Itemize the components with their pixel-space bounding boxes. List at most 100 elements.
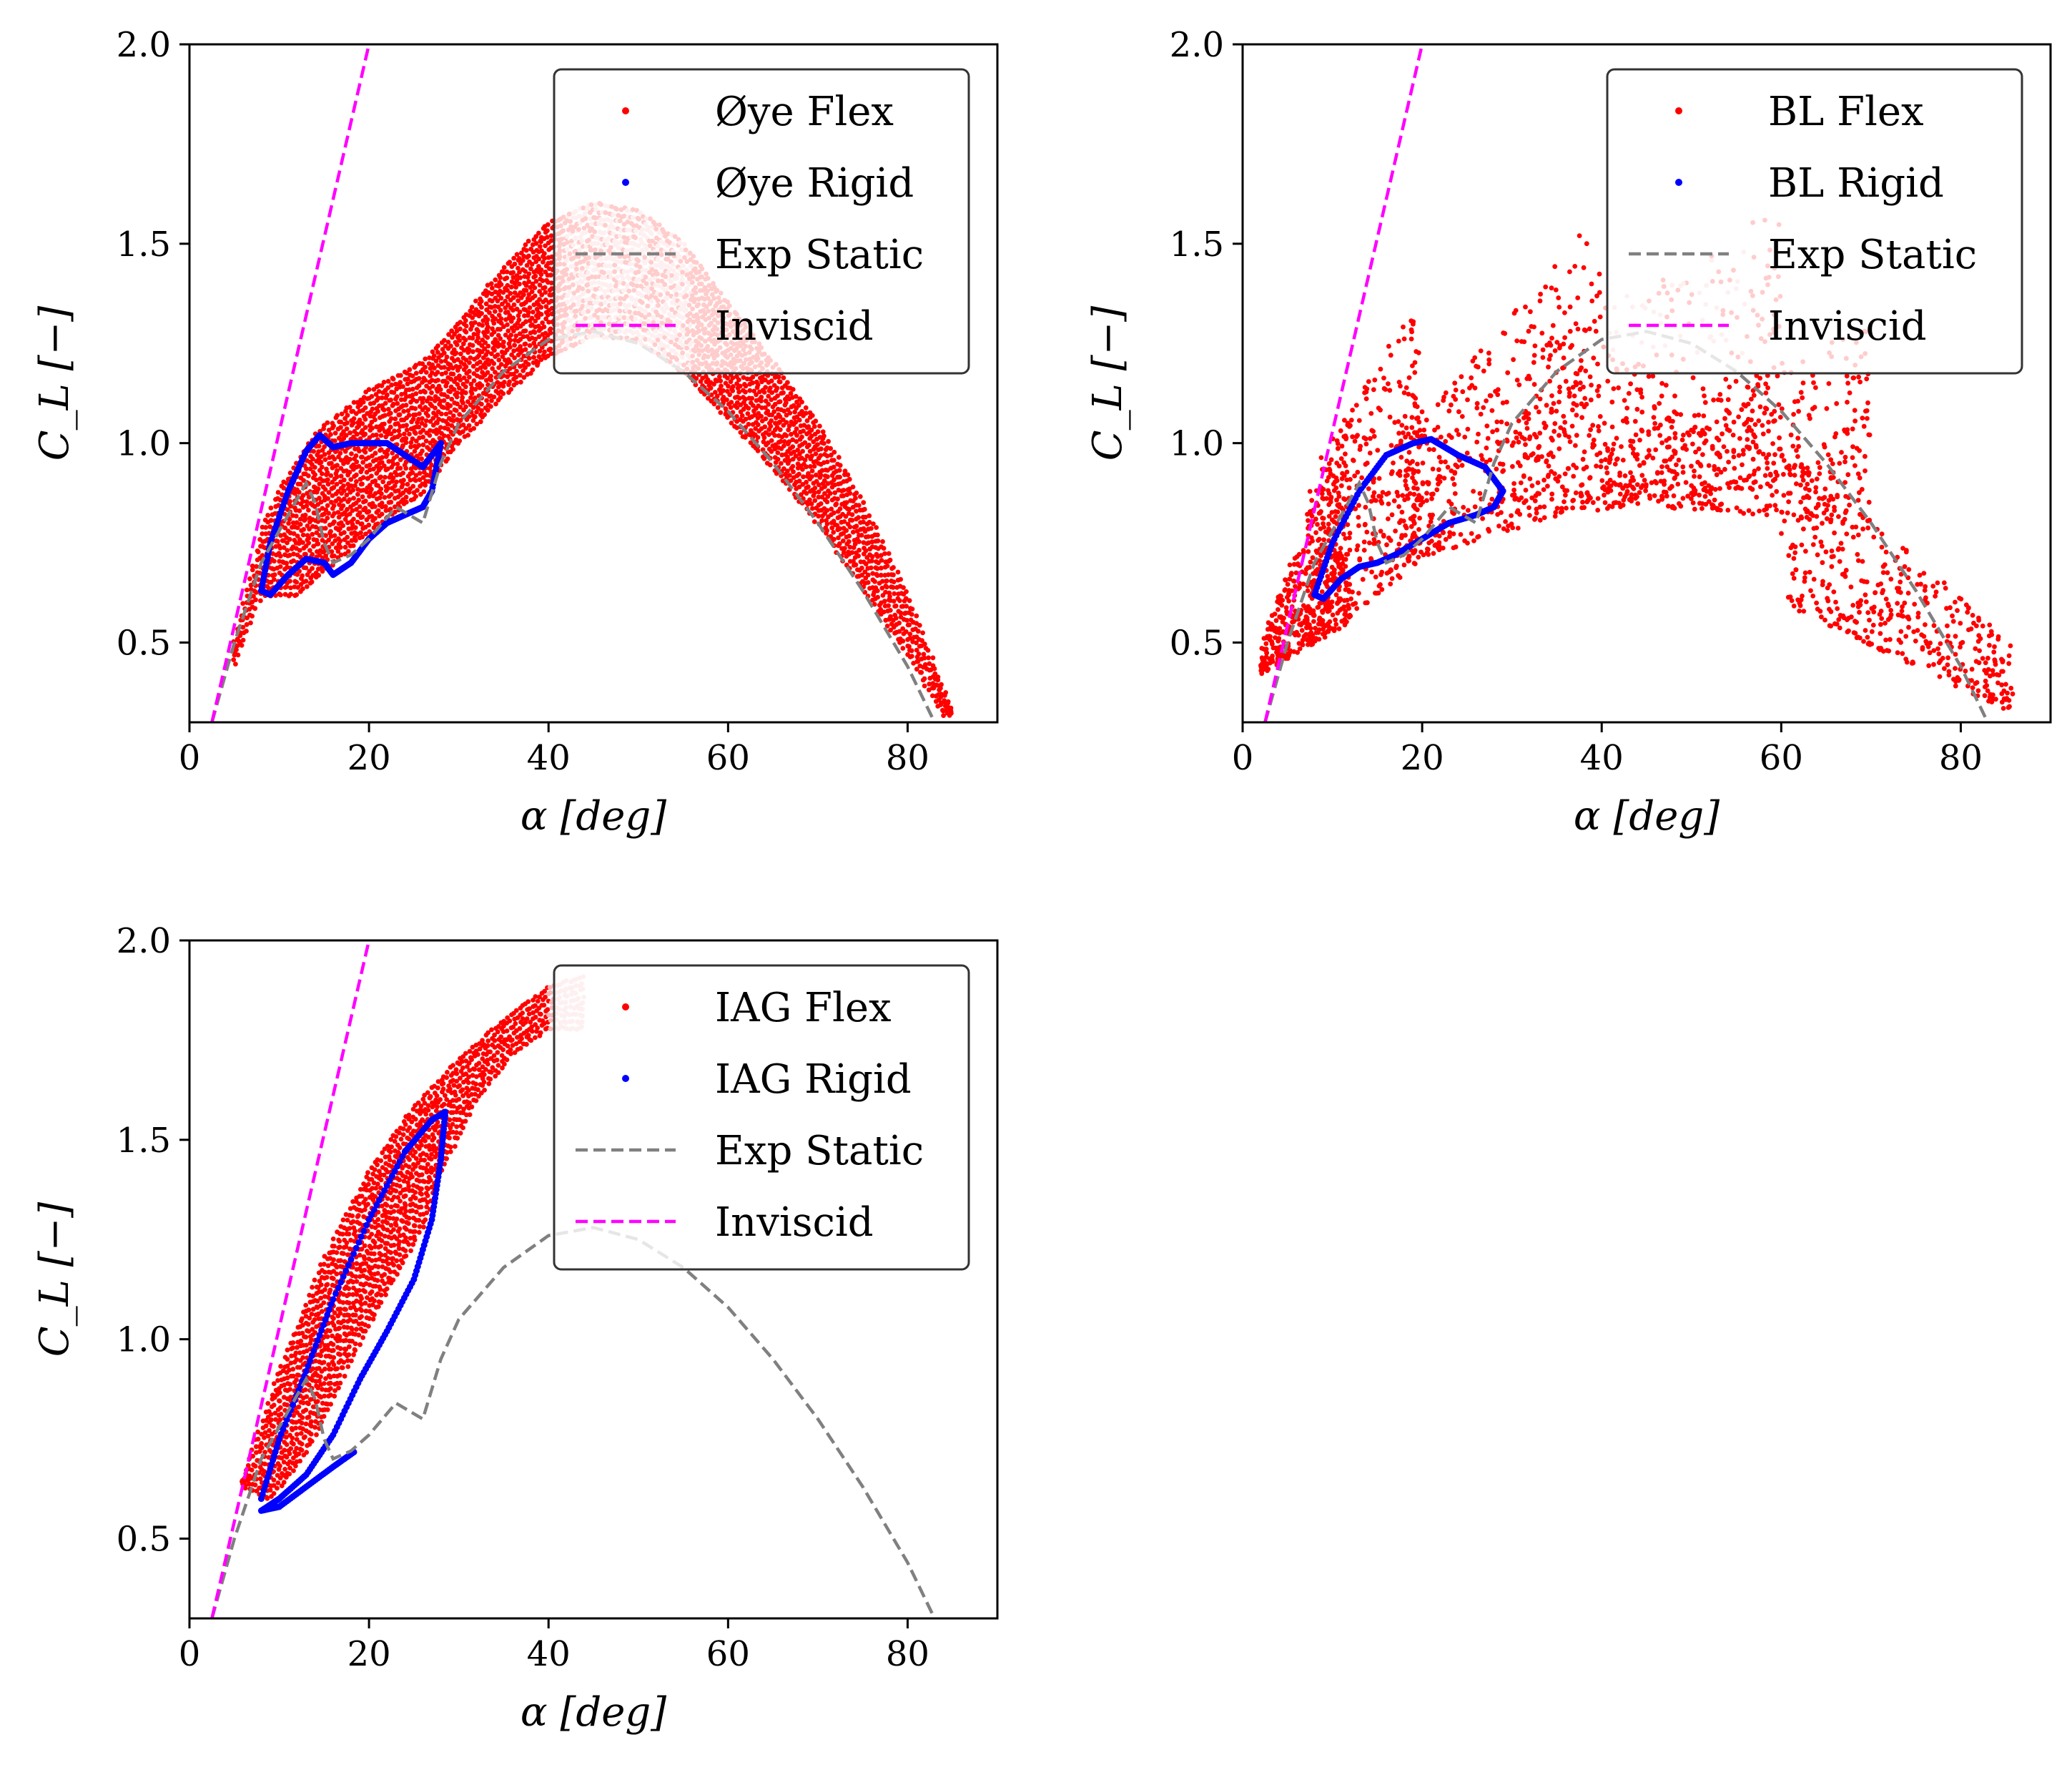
flex-point: [520, 257, 526, 263]
flex-point: [769, 397, 774, 403]
flex-point: [811, 463, 817, 469]
flex-point: [728, 405, 734, 410]
flex-point: [280, 492, 285, 498]
flex-point: [721, 388, 726, 393]
flex-point: [865, 580, 871, 585]
flex-point: [784, 433, 789, 438]
flex-point: [1291, 649, 1297, 654]
flex-point: [508, 360, 513, 365]
flex-point: [332, 438, 337, 443]
flex-point: [919, 638, 924, 644]
flex-point: [495, 298, 500, 304]
flex-point: [504, 269, 510, 275]
flex-point: [362, 417, 368, 422]
flex-point: [334, 468, 340, 473]
flex-point: [250, 614, 255, 619]
flex-point: [310, 566, 315, 571]
flex-point: [278, 592, 283, 598]
flex-point: [488, 281, 494, 287]
flex-point: [781, 439, 787, 444]
flex-point: [916, 652, 922, 657]
flex-point: [897, 598, 902, 604]
flex-point: [482, 346, 488, 351]
flex-point: [441, 405, 446, 410]
flex-point: [288, 585, 293, 591]
flex-point: [775, 450, 781, 456]
flex-point: [1316, 617, 1322, 622]
flex-point: [832, 477, 837, 483]
flex-point: [373, 417, 378, 423]
flex-point: [526, 362, 531, 367]
flex-point: [1309, 513, 1315, 518]
flex-point: [310, 531, 315, 537]
flex-point: [804, 418, 810, 423]
flex-point: [543, 298, 548, 303]
flex-point: [345, 420, 350, 426]
flex-point: [824, 453, 830, 458]
flex-point: [312, 472, 317, 478]
flex-point: [247, 576, 252, 581]
flex-point: [390, 461, 396, 467]
flex-point: [1318, 455, 1324, 461]
flex-point: [1301, 548, 1306, 554]
flex-point: [750, 380, 756, 385]
flex-point: [430, 383, 435, 389]
flex-point: [526, 271, 532, 277]
flex-point: [383, 475, 388, 480]
flex-point: [730, 384, 736, 389]
flex-point: [796, 471, 801, 477]
flex-point: [891, 579, 897, 584]
flex-point: [489, 285, 495, 291]
flex-point: [397, 433, 403, 438]
flex-point: [1319, 491, 1325, 496]
flex-point: [914, 647, 919, 653]
flex-point: [405, 381, 410, 387]
flex-point: [381, 380, 387, 385]
flex-point: [334, 481, 340, 487]
flex-point: [337, 539, 343, 544]
flex-point: [1333, 592, 1339, 598]
flex-point: [492, 348, 497, 353]
flex-point: [884, 564, 890, 569]
flex-point: [1286, 592, 1291, 598]
flex-point: [251, 594, 256, 599]
flex-point: [809, 506, 815, 511]
flex-point: [498, 308, 503, 313]
flex-point: [377, 495, 383, 501]
flex-point: [801, 428, 806, 433]
flex-point: [351, 400, 357, 405]
flex-point: [501, 265, 507, 270]
flex-point: [522, 313, 527, 318]
flex-point: [844, 500, 849, 506]
flex-point: [769, 378, 774, 384]
flex-point: [448, 343, 453, 349]
flex-point: [786, 439, 792, 444]
flex-point: [466, 423, 472, 428]
flex-point: [374, 432, 379, 438]
flex-point: [316, 443, 322, 449]
flex-point: [1277, 630, 1283, 636]
flex-point: [851, 559, 856, 564]
flex-point: [441, 350, 447, 355]
flex-point: [439, 371, 445, 377]
flex-point: [345, 540, 350, 546]
flex-point: [500, 301, 505, 307]
flex-point: [470, 335, 475, 341]
flex-point: [847, 476, 852, 482]
flex-point: [782, 458, 788, 463]
flex-point: [1342, 622, 1348, 628]
flex-point: [835, 496, 840, 502]
flex-point: [337, 526, 342, 531]
flex-point: [1301, 581, 1306, 586]
flex-point: [475, 405, 481, 411]
flex-point: [842, 546, 847, 551]
flex-point: [463, 384, 468, 390]
flex-point: [394, 453, 400, 459]
flex-point: [423, 423, 428, 428]
flex-point: [378, 433, 384, 438]
flex-point: [438, 387, 443, 392]
flex-point: [453, 408, 459, 413]
flex-point: [779, 461, 784, 466]
